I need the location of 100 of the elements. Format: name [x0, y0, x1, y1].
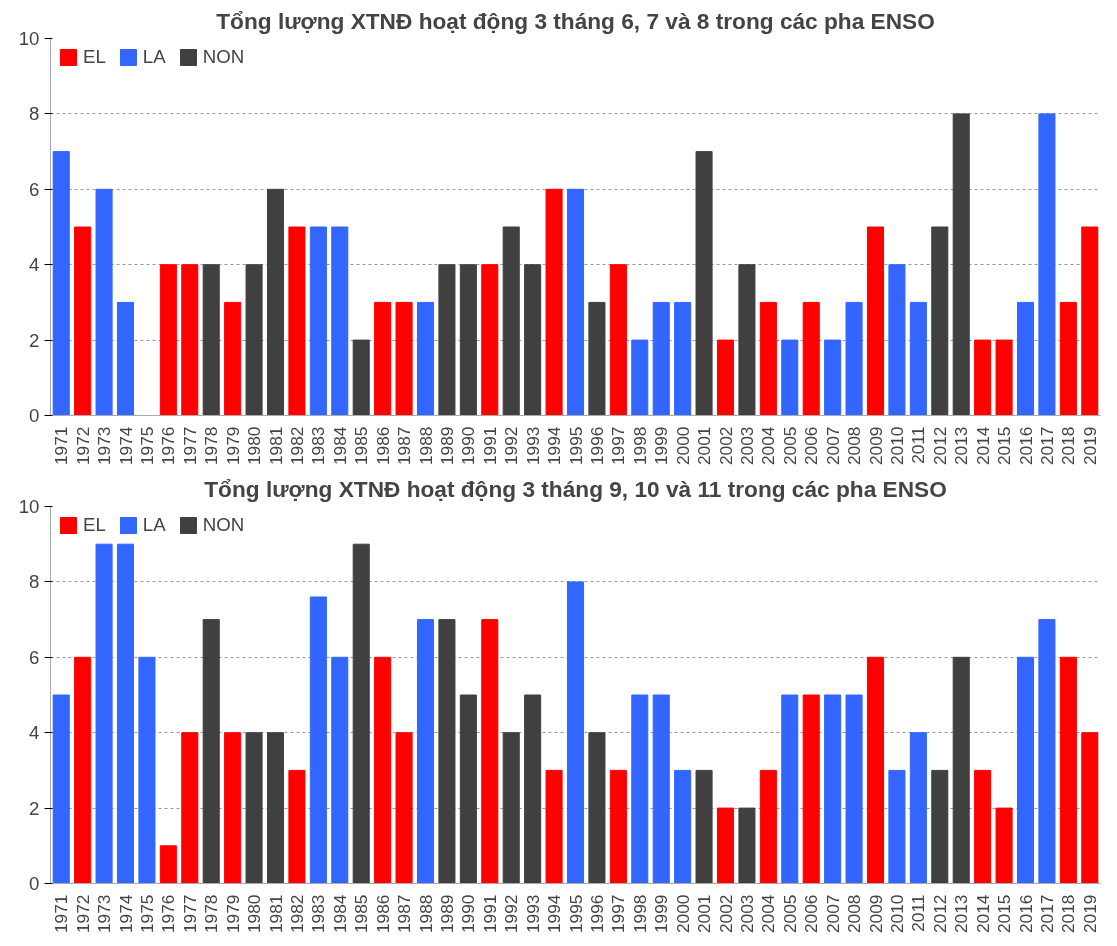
bar	[824, 694, 842, 884]
bar	[1081, 226, 1099, 416]
y-tick-label: 4	[29, 254, 40, 276]
x-tick-label: 1992	[501, 894, 522, 934]
bar	[845, 694, 863, 884]
bar	[609, 769, 627, 884]
x-tick-label: 1975	[136, 894, 157, 934]
x-tick-label: 1995	[565, 894, 586, 934]
bar	[888, 264, 906, 416]
x-tick-label: 2001	[694, 894, 715, 934]
bar	[931, 769, 949, 884]
x-tick-label: 2002	[715, 894, 736, 934]
x-tick-label: 1996	[586, 426, 607, 466]
x-tick-label: 1988	[415, 894, 436, 934]
bar	[181, 264, 199, 416]
x-tick-label: 1990	[458, 426, 479, 466]
x-tick-label: 2015	[994, 426, 1015, 466]
x-tick-label: 1993	[522, 894, 543, 934]
x-tick-label: 2008	[844, 894, 865, 934]
legend-label: NON	[202, 514, 245, 536]
bar	[974, 339, 992, 416]
x-tick-label: 2016	[1015, 894, 1036, 934]
bar	[609, 264, 627, 416]
x-tick-label: 2008	[844, 426, 865, 466]
chart-title: Tổng lượng XTNĐ hoạt động 3 tháng 6, 7 và 8 trong các pha ENSO	[216, 7, 935, 34]
x-tick-label: 1989	[436, 894, 457, 934]
bar	[631, 694, 649, 884]
bar	[674, 301, 692, 416]
y-tick-label: 6	[29, 178, 40, 200]
y-tick-label: 6	[29, 646, 40, 668]
bar	[802, 301, 820, 416]
bar	[395, 301, 413, 416]
bar	[1081, 732, 1099, 884]
x-tick-label: 1997	[608, 426, 629, 466]
x-tick-label: 2006	[801, 426, 822, 466]
x-tick-label: 1971	[51, 894, 72, 934]
x-tick-label: 2003	[736, 894, 757, 934]
bar	[759, 769, 777, 884]
x-tick-label: 1980	[244, 426, 265, 466]
bar	[524, 264, 542, 416]
bar	[331, 656, 349, 884]
x-tick-label: 1981	[265, 894, 286, 934]
x-tick-label: 1995	[565, 426, 586, 466]
bar	[395, 732, 413, 884]
bar	[116, 301, 135, 416]
bar	[866, 656, 885, 884]
x-tick-label: 1974	[115, 426, 136, 466]
bar	[1059, 301, 1077, 416]
bar	[781, 694, 799, 884]
x-tick-label: 1978	[201, 426, 222, 466]
bar	[545, 769, 563, 884]
bar	[866, 226, 885, 416]
bar	[202, 619, 220, 884]
bar	[202, 264, 220, 416]
x-tick-label: 1984	[329, 426, 350, 466]
bar	[738, 807, 756, 884]
x-tick-label: 1980	[244, 894, 265, 934]
bar	[524, 694, 542, 884]
x-tick-label: 2019	[1079, 426, 1100, 466]
x-tick-label: 1989	[436, 426, 457, 466]
x-tick-label: 1979	[222, 426, 243, 466]
y-tick-label: 0	[29, 405, 40, 426]
bar	[352, 543, 370, 884]
bar	[995, 339, 1013, 416]
x-tick-label: 1973	[94, 426, 115, 466]
bar	[952, 656, 970, 884]
x-tick-label: 2009	[865, 894, 886, 934]
bar	[138, 656, 156, 884]
x-tick-label: 1981	[265, 426, 286, 466]
x-tick-label: 1976	[158, 894, 179, 934]
bar	[1016, 656, 1035, 884]
x-tick-label: 2014	[972, 426, 993, 466]
x-tick-label: 2004	[758, 426, 779, 466]
bar	[802, 694, 820, 884]
x-tick-label: 2017	[1036, 894, 1057, 934]
x-tick-label: 1992	[501, 426, 522, 466]
bar	[716, 339, 735, 416]
x-tick-label: 1986	[372, 426, 393, 466]
bar	[545, 188, 563, 416]
bar	[159, 845, 177, 884]
bar	[631, 339, 649, 416]
x-tick-label: 2004	[758, 894, 779, 934]
x-tick-label: 2010	[886, 894, 907, 934]
bar	[416, 619, 435, 884]
x-tick-label: 2007	[822, 426, 843, 466]
bar	[674, 769, 692, 884]
y-tick-label: 8	[29, 103, 40, 125]
x-tick-label: 1975	[136, 426, 157, 466]
x-tick-label: 2003	[736, 426, 757, 466]
bar	[74, 226, 92, 416]
y-tick-label: 2	[29, 329, 40, 351]
bar	[566, 188, 585, 416]
x-tick-label: 2005	[779, 426, 800, 466]
bar	[74, 656, 92, 884]
bar	[288, 226, 306, 416]
y-tick-label: 0	[29, 873, 40, 894]
x-tick-label: 1983	[308, 894, 329, 934]
bar	[781, 339, 799, 416]
bar	[116, 543, 135, 884]
legend-label: LA	[142, 46, 166, 68]
